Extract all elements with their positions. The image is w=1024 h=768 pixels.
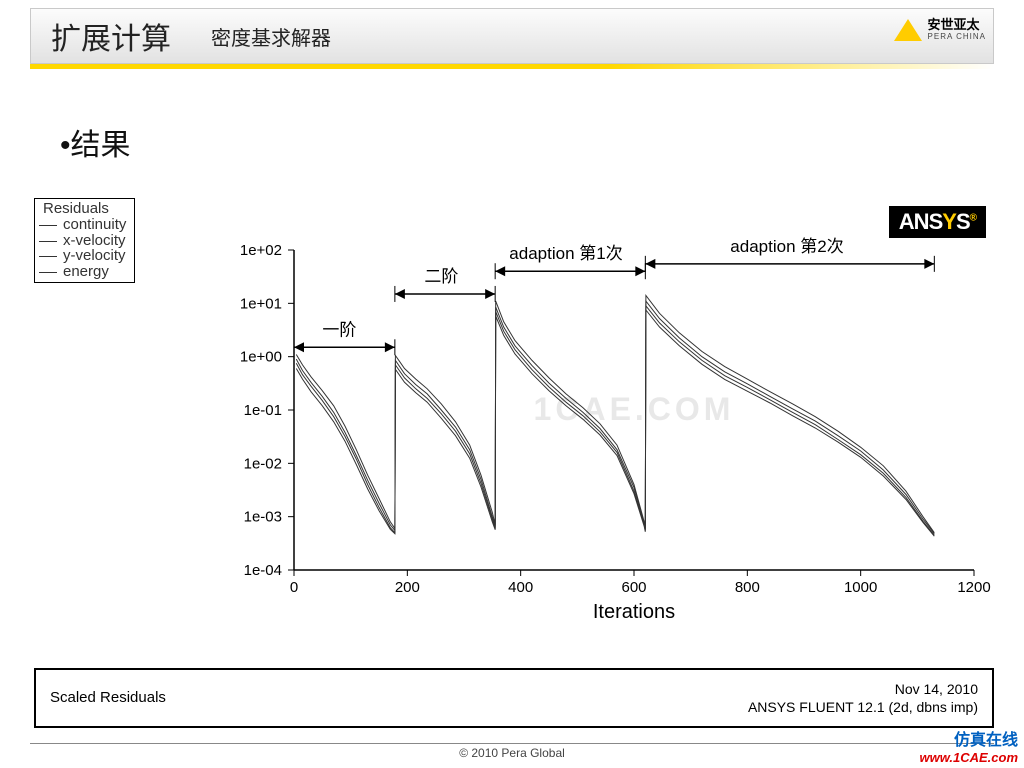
svg-text:adaption 第1次: adaption 第1次 (509, 244, 622, 263)
footer-date: Nov 14, 2010 (748, 680, 978, 698)
svg-text:adaption 第2次: adaption 第2次 (730, 237, 843, 256)
svg-text:1200: 1200 (957, 579, 990, 596)
svg-text:1e-02: 1e-02 (244, 455, 282, 472)
footer-right: Nov 14, 2010 ANSYS FLUENT 12.1 (2d, dbns… (748, 680, 978, 716)
svg-text:1e-03: 1e-03 (244, 509, 282, 526)
svg-text:400: 400 (508, 579, 533, 596)
watermark-cn: 仿真在线 (920, 731, 1018, 750)
svg-text:1e-01: 1e-01 (244, 402, 282, 419)
header-title: 扩展计算 (51, 14, 171, 58)
svg-text:二阶: 二阶 (424, 267, 458, 286)
watermark-url: www.1CAE.com (920, 750, 1018, 766)
svg-text:1e+01: 1e+01 (240, 295, 282, 312)
svg-text:Iterations: Iterations (593, 601, 675, 623)
svg-text:800: 800 (735, 579, 760, 596)
svg-text:600: 600 (621, 579, 646, 596)
residuals-chart: 1CAE.COM020040060080010001200Iterations1… (34, 190, 994, 630)
svg-text:200: 200 (395, 579, 420, 596)
header-subtitle: 密度基求解器 (211, 22, 331, 51)
watermark-corner: 仿真在线 www.1CAE.com (920, 731, 1018, 766)
footer-software: ANSYS FLUENT 12.1 (2d, dbns imp) (748, 698, 978, 716)
svg-text:1e+00: 1e+00 (240, 349, 282, 366)
footer-box: Scaled Residuals Nov 14, 2010 ANSYS FLUE… (34, 668, 994, 728)
header-bar: 扩展计算 密度基求解器 (30, 8, 994, 64)
footer-rule (30, 743, 994, 744)
pera-name: 安世亚太 (928, 18, 986, 32)
pera-triangle-icon (894, 19, 922, 41)
header-stripe (30, 64, 994, 69)
chart-svg: 1CAE.COM020040060080010001200Iterations1… (34, 190, 994, 630)
svg-text:0: 0 (290, 579, 298, 596)
svg-text:1000: 1000 (844, 579, 877, 596)
svg-text:1e+02: 1e+02 (240, 242, 282, 259)
svg-text:1e-04: 1e-04 (244, 562, 282, 579)
footer-left: Scaled Residuals (50, 689, 166, 706)
pera-logo: 安世亚太 PERA CHINA (894, 18, 986, 41)
copyright: © 2010 Pera Global (0, 746, 1024, 760)
svg-text:一阶: 一阶 (322, 320, 356, 339)
pera-sub: PERA CHINA (928, 32, 986, 41)
bullet-results: •结果 (60, 120, 131, 164)
